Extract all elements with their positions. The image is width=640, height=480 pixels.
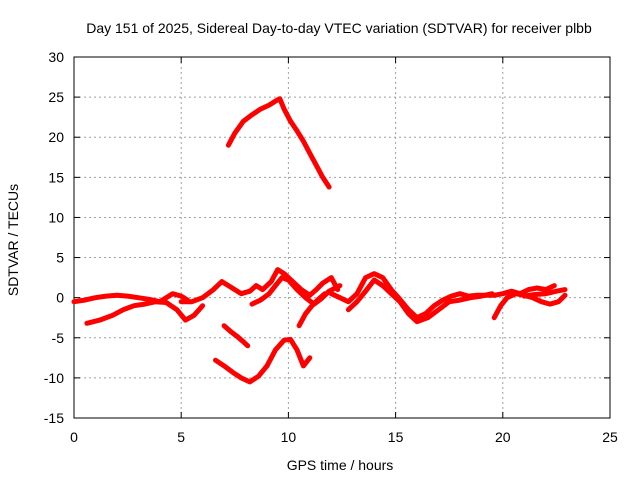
- y-tick-label: 20: [48, 129, 64, 145]
- series-arc-9: [345, 277, 495, 325]
- series-arc-5: [221, 323, 251, 349]
- y-tick-label: 15: [48, 169, 64, 185]
- y-tick-label: -10: [44, 370, 64, 386]
- x-tick-label: 25: [602, 429, 618, 445]
- x-tick-label: 20: [495, 429, 511, 445]
- y-tick-label: 10: [48, 209, 64, 225]
- x-axis-title: GPS time / hours: [287, 457, 394, 473]
- x-tick-label: 0: [70, 429, 78, 445]
- axis-ticks: 0 5 10 15 20 25 -15 -10 -5 0 5 10 15 20 25 30: [44, 49, 618, 445]
- data-series: [71, 96, 568, 385]
- y-tick-label: 25: [48, 89, 64, 105]
- x-tick-label: 10: [281, 429, 297, 445]
- y-tick-label: 0: [56, 290, 64, 306]
- y-tick-label: -15: [44, 410, 64, 426]
- series-arc-2: [84, 299, 206, 326]
- y-tick-label: -5: [52, 330, 65, 346]
- series-arc-12: [225, 96, 332, 190]
- series-arc-7: [296, 291, 328, 329]
- grid-lines: [74, 57, 610, 418]
- series-arc-1: [71, 291, 191, 305]
- y-axis-title: SDTVAR / TECUs: [5, 184, 21, 296]
- series-arc-3: [178, 267, 341, 305]
- chart-title: Day 151 of 2025, Sidereal Day-to-day VTE…: [86, 20, 592, 36]
- x-tick-label: 5: [177, 429, 185, 445]
- series-arc-6: [213, 336, 313, 385]
- series-arc-11: [521, 287, 568, 299]
- y-tick-label: 30: [48, 49, 64, 65]
- y-tick-label: 5: [56, 250, 64, 266]
- plot-frame: [73, 56, 611, 419]
- x-tick-label: 15: [388, 429, 404, 445]
